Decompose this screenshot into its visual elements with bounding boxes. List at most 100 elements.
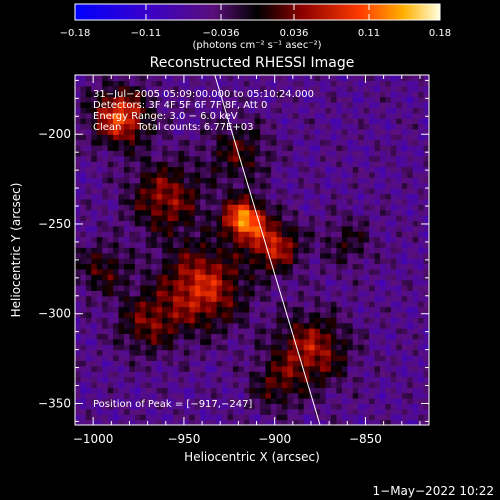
- heatmap-cell: [124, 279, 131, 286]
- heatmap-cell: [216, 360, 223, 367]
- heatmap-cell: [385, 274, 392, 281]
- heatmap-cell: [118, 134, 125, 141]
- heatmap-cell: [407, 355, 414, 361]
- heatmap-cell: [75, 295, 82, 302]
- heatmap-cell: [254, 85, 261, 92]
- heatmap-cell: [276, 355, 283, 361]
- heatmap-cell: [243, 75, 250, 81]
- heatmap-cell: [113, 338, 120, 345]
- heatmap-cell: [396, 344, 403, 351]
- heatmap-cell: [271, 279, 278, 286]
- heatmap-cell: [96, 155, 103, 162]
- heatmap-cell: [298, 85, 305, 92]
- heatmap-cell: [151, 198, 158, 205]
- heatmap-cell: [194, 258, 201, 265]
- heatmap-cell: [298, 101, 305, 108]
- heatmap-cell: [330, 371, 338, 378]
- heatmap-cell: [91, 268, 98, 275]
- heatmap-cell: [162, 128, 169, 135]
- heatmap-cell: [396, 398, 403, 405]
- heatmap-cell: [276, 290, 283, 297]
- heatmap-cell: [287, 118, 294, 125]
- heatmap-cell: [91, 349, 98, 356]
- heatmap-cell: [134, 236, 141, 243]
- heatmap-cell: [194, 311, 201, 318]
- heatmap-cell: [118, 198, 125, 205]
- heatmap-cell: [118, 85, 125, 92]
- heatmap-cell: [379, 328, 387, 335]
- heatmap-cell: [75, 236, 82, 243]
- heatmap-cell: [276, 306, 283, 313]
- heatmap-cell: [243, 161, 250, 168]
- heatmap-cell: [151, 123, 158, 130]
- heatmap-cell: [75, 193, 82, 200]
- heatmap-cell: [91, 96, 98, 103]
- heatmap-cell: [118, 322, 125, 329]
- heatmap-cell: [124, 371, 131, 378]
- heatmap-cell: [309, 107, 316, 114]
- heatmap-cell: [363, 101, 370, 108]
- heatmap-cell: [401, 198, 408, 205]
- heatmap-cell: [173, 193, 180, 200]
- heatmap-cell: [265, 193, 272, 200]
- heatmap-cell: [396, 333, 403, 340]
- heatmap-cell: [298, 268, 305, 275]
- heatmap-cell: [265, 96, 272, 103]
- heatmap-cell: [238, 123, 245, 130]
- heatmap-cell: [330, 419, 338, 425]
- heatmap-cell: [407, 268, 414, 275]
- heatmap-cell: [341, 241, 348, 248]
- heatmap-cell: [363, 145, 370, 151]
- heatmap-cell: [260, 209, 267, 216]
- heatmap-cell: [249, 198, 256, 205]
- heatmap-cell: [134, 338, 141, 345]
- heatmap-cell: [173, 392, 180, 399]
- heatmap-cell: [85, 387, 92, 394]
- heatmap-cell: [124, 107, 131, 114]
- heatmap-cell: [260, 204, 267, 211]
- heatmap-cell: [369, 387, 376, 394]
- heatmap-cell: [113, 96, 120, 103]
- heatmap-cell: [75, 381, 82, 388]
- heatmap-cell: [265, 177, 272, 184]
- heatmap-cell: [124, 101, 131, 108]
- heatmap-cell: [140, 328, 147, 335]
- heatmap-cell: [369, 225, 376, 232]
- heatmap-cell: [151, 360, 158, 367]
- heatmap-cell: [379, 376, 387, 383]
- heatmap-cell: [85, 220, 92, 227]
- heatmap-cell: [140, 134, 147, 141]
- heatmap-cell: [341, 75, 348, 81]
- heatmap-cell: [189, 333, 196, 340]
- heatmap-cell: [96, 268, 103, 275]
- heatmap-cell: [390, 285, 397, 291]
- heatmap-cell: [271, 306, 278, 313]
- heatmap-cell: [156, 112, 163, 119]
- heatmap-cell: [369, 398, 376, 405]
- heatmap-cell: [162, 171, 169, 178]
- heatmap-cell: [314, 333, 321, 340]
- heatmap-cell: [156, 344, 163, 351]
- heatmap-cell: [189, 317, 196, 324]
- heatmap-cell: [227, 398, 234, 405]
- heatmap-cell: [260, 338, 267, 345]
- heatmap-cell: [227, 145, 234, 151]
- heatmap-cell: [232, 414, 239, 421]
- heatmap-cell: [124, 274, 131, 281]
- heatmap-cell: [390, 75, 397, 81]
- heatmap-cell: [249, 128, 256, 135]
- heatmap-cell: [178, 252, 185, 259]
- heatmap-cell: [363, 360, 370, 367]
- heatmap-cell: [390, 247, 397, 254]
- heatmap-cell: [211, 75, 218, 81]
- heatmap-cell: [211, 182, 218, 189]
- heatmap-cell: [129, 381, 136, 388]
- heatmap-cell: [325, 145, 332, 151]
- heatmap-cell: [129, 322, 136, 329]
- heatmap-cell: [232, 101, 239, 108]
- heatmap-cell: [145, 247, 152, 254]
- heatmap-cell: [320, 344, 327, 351]
- heatmap-cell: [407, 177, 414, 184]
- heatmap-cell: [325, 80, 332, 87]
- heatmap-cell: [396, 215, 403, 221]
